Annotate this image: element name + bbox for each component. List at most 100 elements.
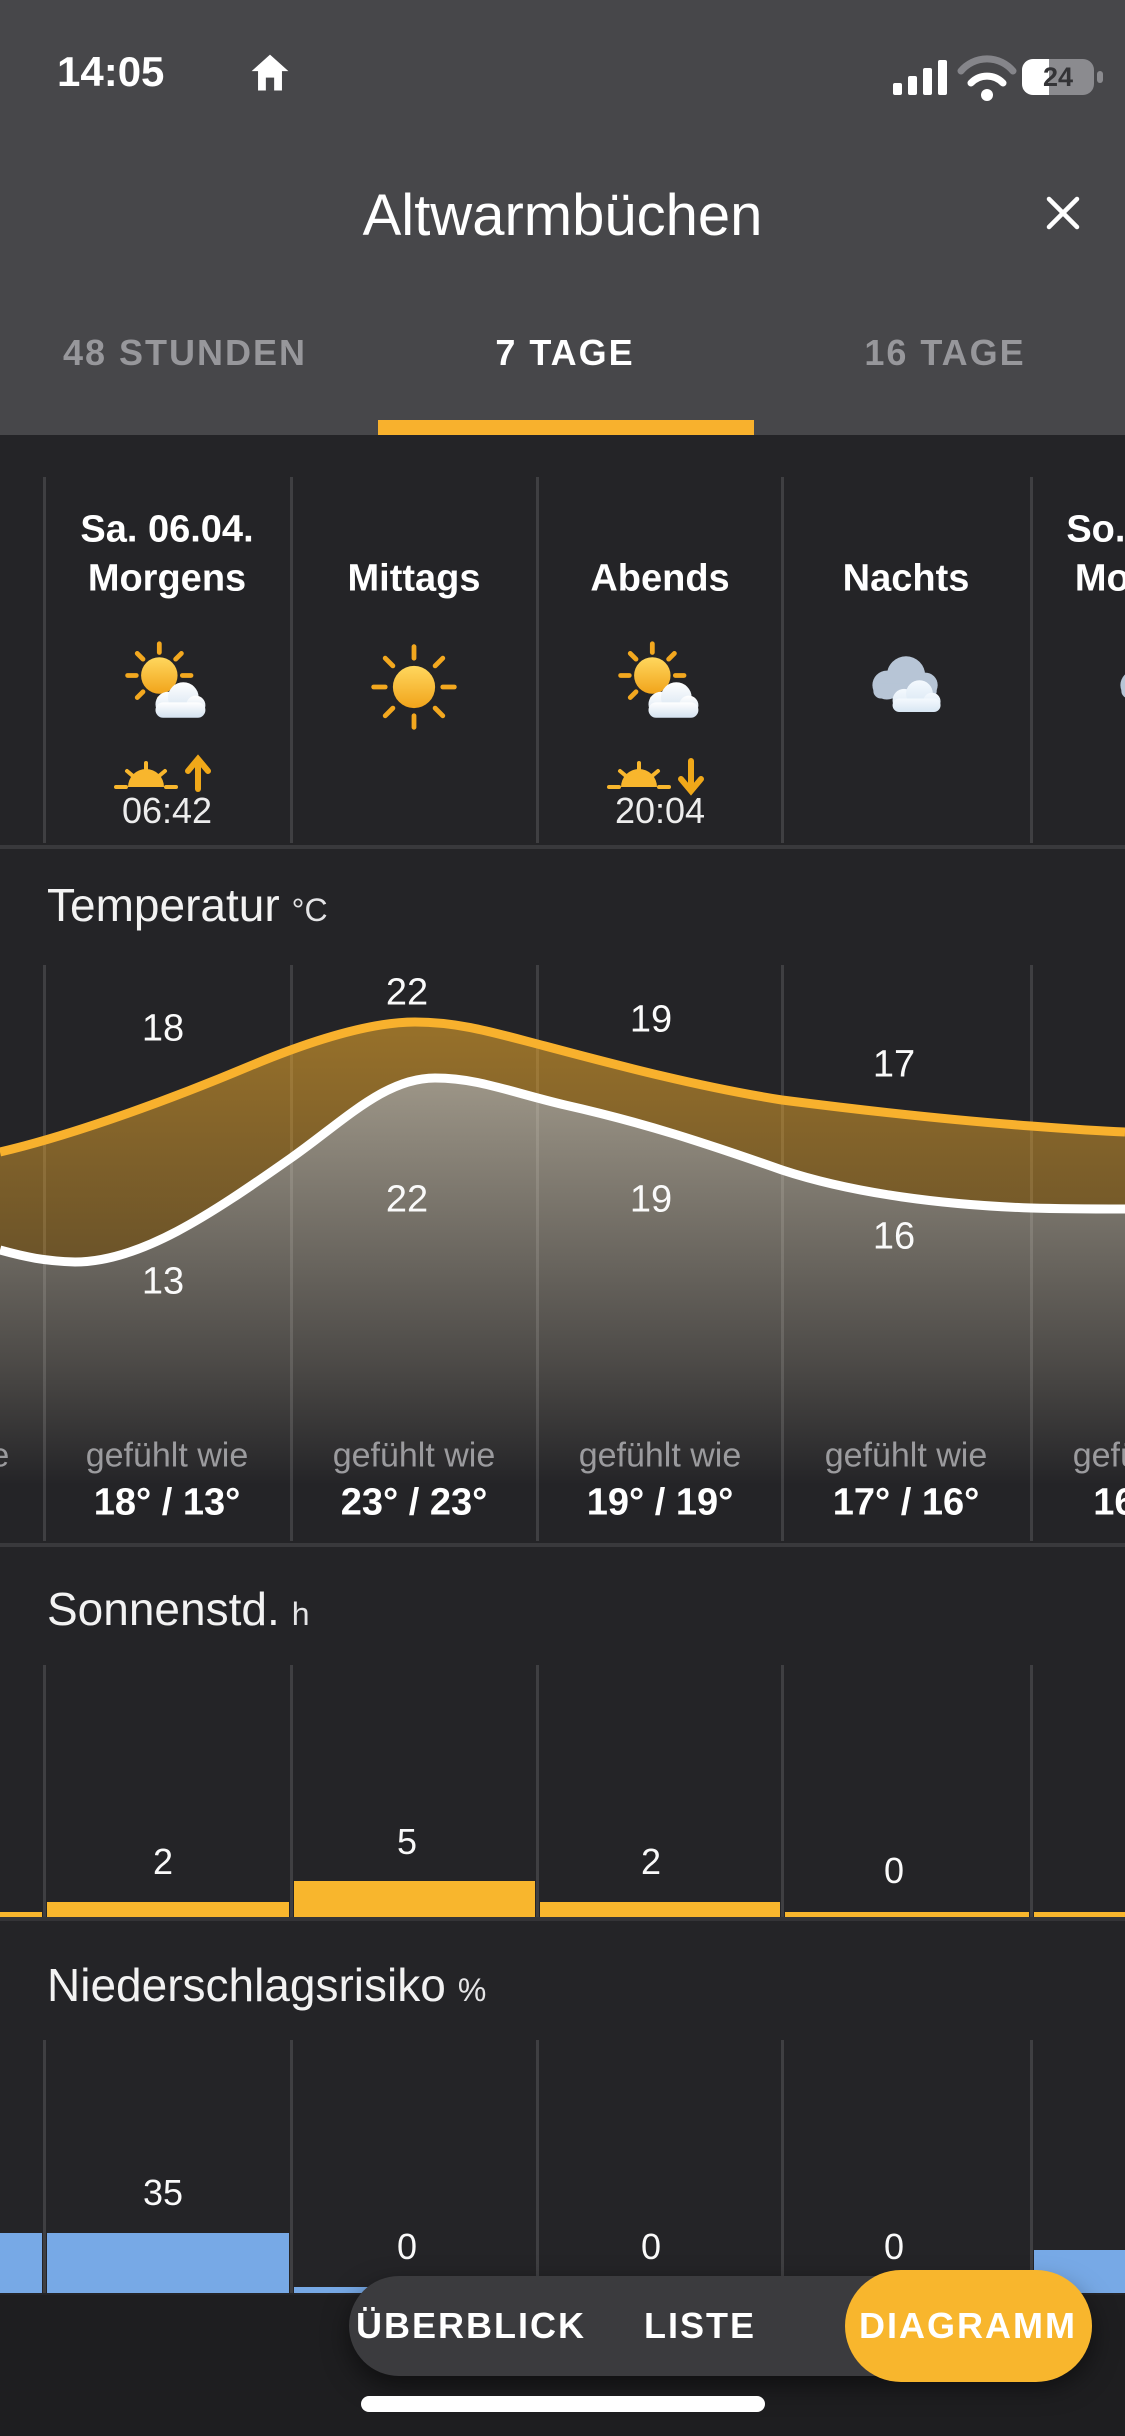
sun-hours-section-title: Sonnenstd. h [47,1582,310,1636]
sun-bar [785,1912,1029,1917]
sun-hours-value: 0 [883,1850,905,1891]
gridline [781,477,784,843]
temp-band-below-min [0,1078,1125,1500]
temperature-unit: °C [291,892,328,928]
feels-like-value: 18° / 13° [93,1481,241,1524]
section-divider [0,845,1125,849]
clouds-icon [1120,674,1125,698]
sun-hours-title-text: Sonnenstd. [47,1583,280,1635]
feels-like-value: 17° / 16° [832,1481,980,1524]
home-indicator[interactable] [361,2396,765,2412]
clouds-icon [872,656,941,712]
sunset-icon [607,758,704,796]
temp-max-label: 22 [385,971,429,1014]
precip-value: 0 [396,2226,418,2267]
close-icon[interactable] [1038,188,1088,238]
feels-like-value: 19° / 19° [586,1481,734,1524]
sun-cloud-icon [125,641,206,718]
battery-icon: 24 [1022,59,1103,95]
tab-7-tage[interactable]: 7 TAGE [495,332,635,373]
diagramm-active-pill[interactable] [845,2270,1092,2382]
precip-value: 0 [640,2226,662,2267]
sunrise-icon [114,754,211,792]
gridline [781,1665,784,1917]
day-part: Morgens [87,557,247,600]
temp-min-label: 13 [141,1260,185,1303]
temp-min-label: 16 [872,1215,916,1258]
day-part: Nachts [842,557,970,600]
tab-48-stunden[interactable]: 48 STUNDEN [62,332,308,373]
day-date: So. 07.04. [1066,508,1125,551]
gridline [781,2040,784,2293]
temp-max-line [0,1017,1125,1157]
section-divider [0,1543,1125,1547]
sun-hours-value: 2 [152,1841,174,1882]
nav-ueberblick[interactable]: ÜBERBLICK [356,2305,586,2346]
signal-icon [893,60,947,95]
temperature-chart[interactable] [0,849,1125,1545]
sun-hours-unit: h [291,1596,310,1632]
gridline [43,477,46,843]
battery-percent: 24 [1043,62,1073,92]
temperature-title-text: Temperatur [47,879,280,931]
gridline [536,1665,539,1917]
feels-like-caption: gefühlt wie [85,1436,249,1475]
feels-like-value: 16° [1093,1481,1125,1524]
sun-bar [294,1881,535,1917]
temp-max-label: 19 [629,998,673,1041]
home-icon [251,54,289,91]
temp-min-label: 19 [629,1178,673,1221]
sun-bar [1034,1912,1125,1917]
temperature-section-title: Temperatur °C [47,878,328,932]
temp-band-max-min [0,1022,1125,1262]
gridline [1030,2040,1033,2293]
active-tab-underline [378,420,754,435]
sunset-time: 20:04 [614,790,706,831]
sun-bar [0,1912,42,1917]
gridline [536,477,539,843]
gridline [290,477,293,843]
temp-max-label: 17 [872,1043,916,1086]
day-part: Mittags [347,557,481,600]
sun-cloud-icon [618,641,699,718]
gridline [1030,1665,1033,1917]
sun-hours-value: 2 [640,1841,662,1882]
status-time: 14:05 [57,48,165,95]
precip-bar [47,2233,289,2293]
feels-like-caption: gefühlt wie [1072,1436,1125,1475]
gridline [43,2040,46,2293]
feels-like-caption: gefühlt wie [0,1437,9,1476]
feels-like-caption: gefühlt wie [824,1436,988,1475]
top-banner [0,0,1125,435]
feels-like-value: 23° / 23° [340,1481,488,1524]
sun-hours-value: 5 [396,1821,418,1862]
day-part: Abends [590,557,730,600]
sun-bar [47,1902,289,1917]
precipitation-unit: % [457,1972,487,2008]
gridline [290,2040,293,2293]
feels-like-caption: gefühlt wie [332,1436,496,1475]
wifi-icon [957,55,1017,101]
page-title: Altwarmbüchen [362,183,763,248]
nav-liste[interactable]: LISTE [643,2305,757,2346]
temp-min-line [0,1073,1125,1267]
precip-value: 0 [883,2226,905,2267]
day-date: Sa. 06.04. [80,508,254,551]
gridline [43,1665,46,1917]
nav-diagramm[interactable]: DIAGRAMM [859,2305,1077,2346]
precipitation-section-title: Niederschlagsrisiko% [47,1958,486,2012]
sun-icon [371,644,457,730]
feels-like-caption: gefühlt wie [578,1436,742,1475]
tab-16-tage[interactable]: 16 TAGE [864,332,1026,373]
precip-value: 35 [142,2172,184,2213]
precip-bar [0,2233,42,2293]
temp-min-label: 22 [385,1178,429,1221]
sunrise-time: 06:42 [121,790,213,831]
temp-max-label: 18 [141,1007,185,1050]
gridline [1030,477,1033,843]
day-part: Morgens [1074,557,1125,600]
gridline [536,2040,539,2293]
sun-bar [540,1902,780,1917]
section-divider [0,1917,1125,1921]
